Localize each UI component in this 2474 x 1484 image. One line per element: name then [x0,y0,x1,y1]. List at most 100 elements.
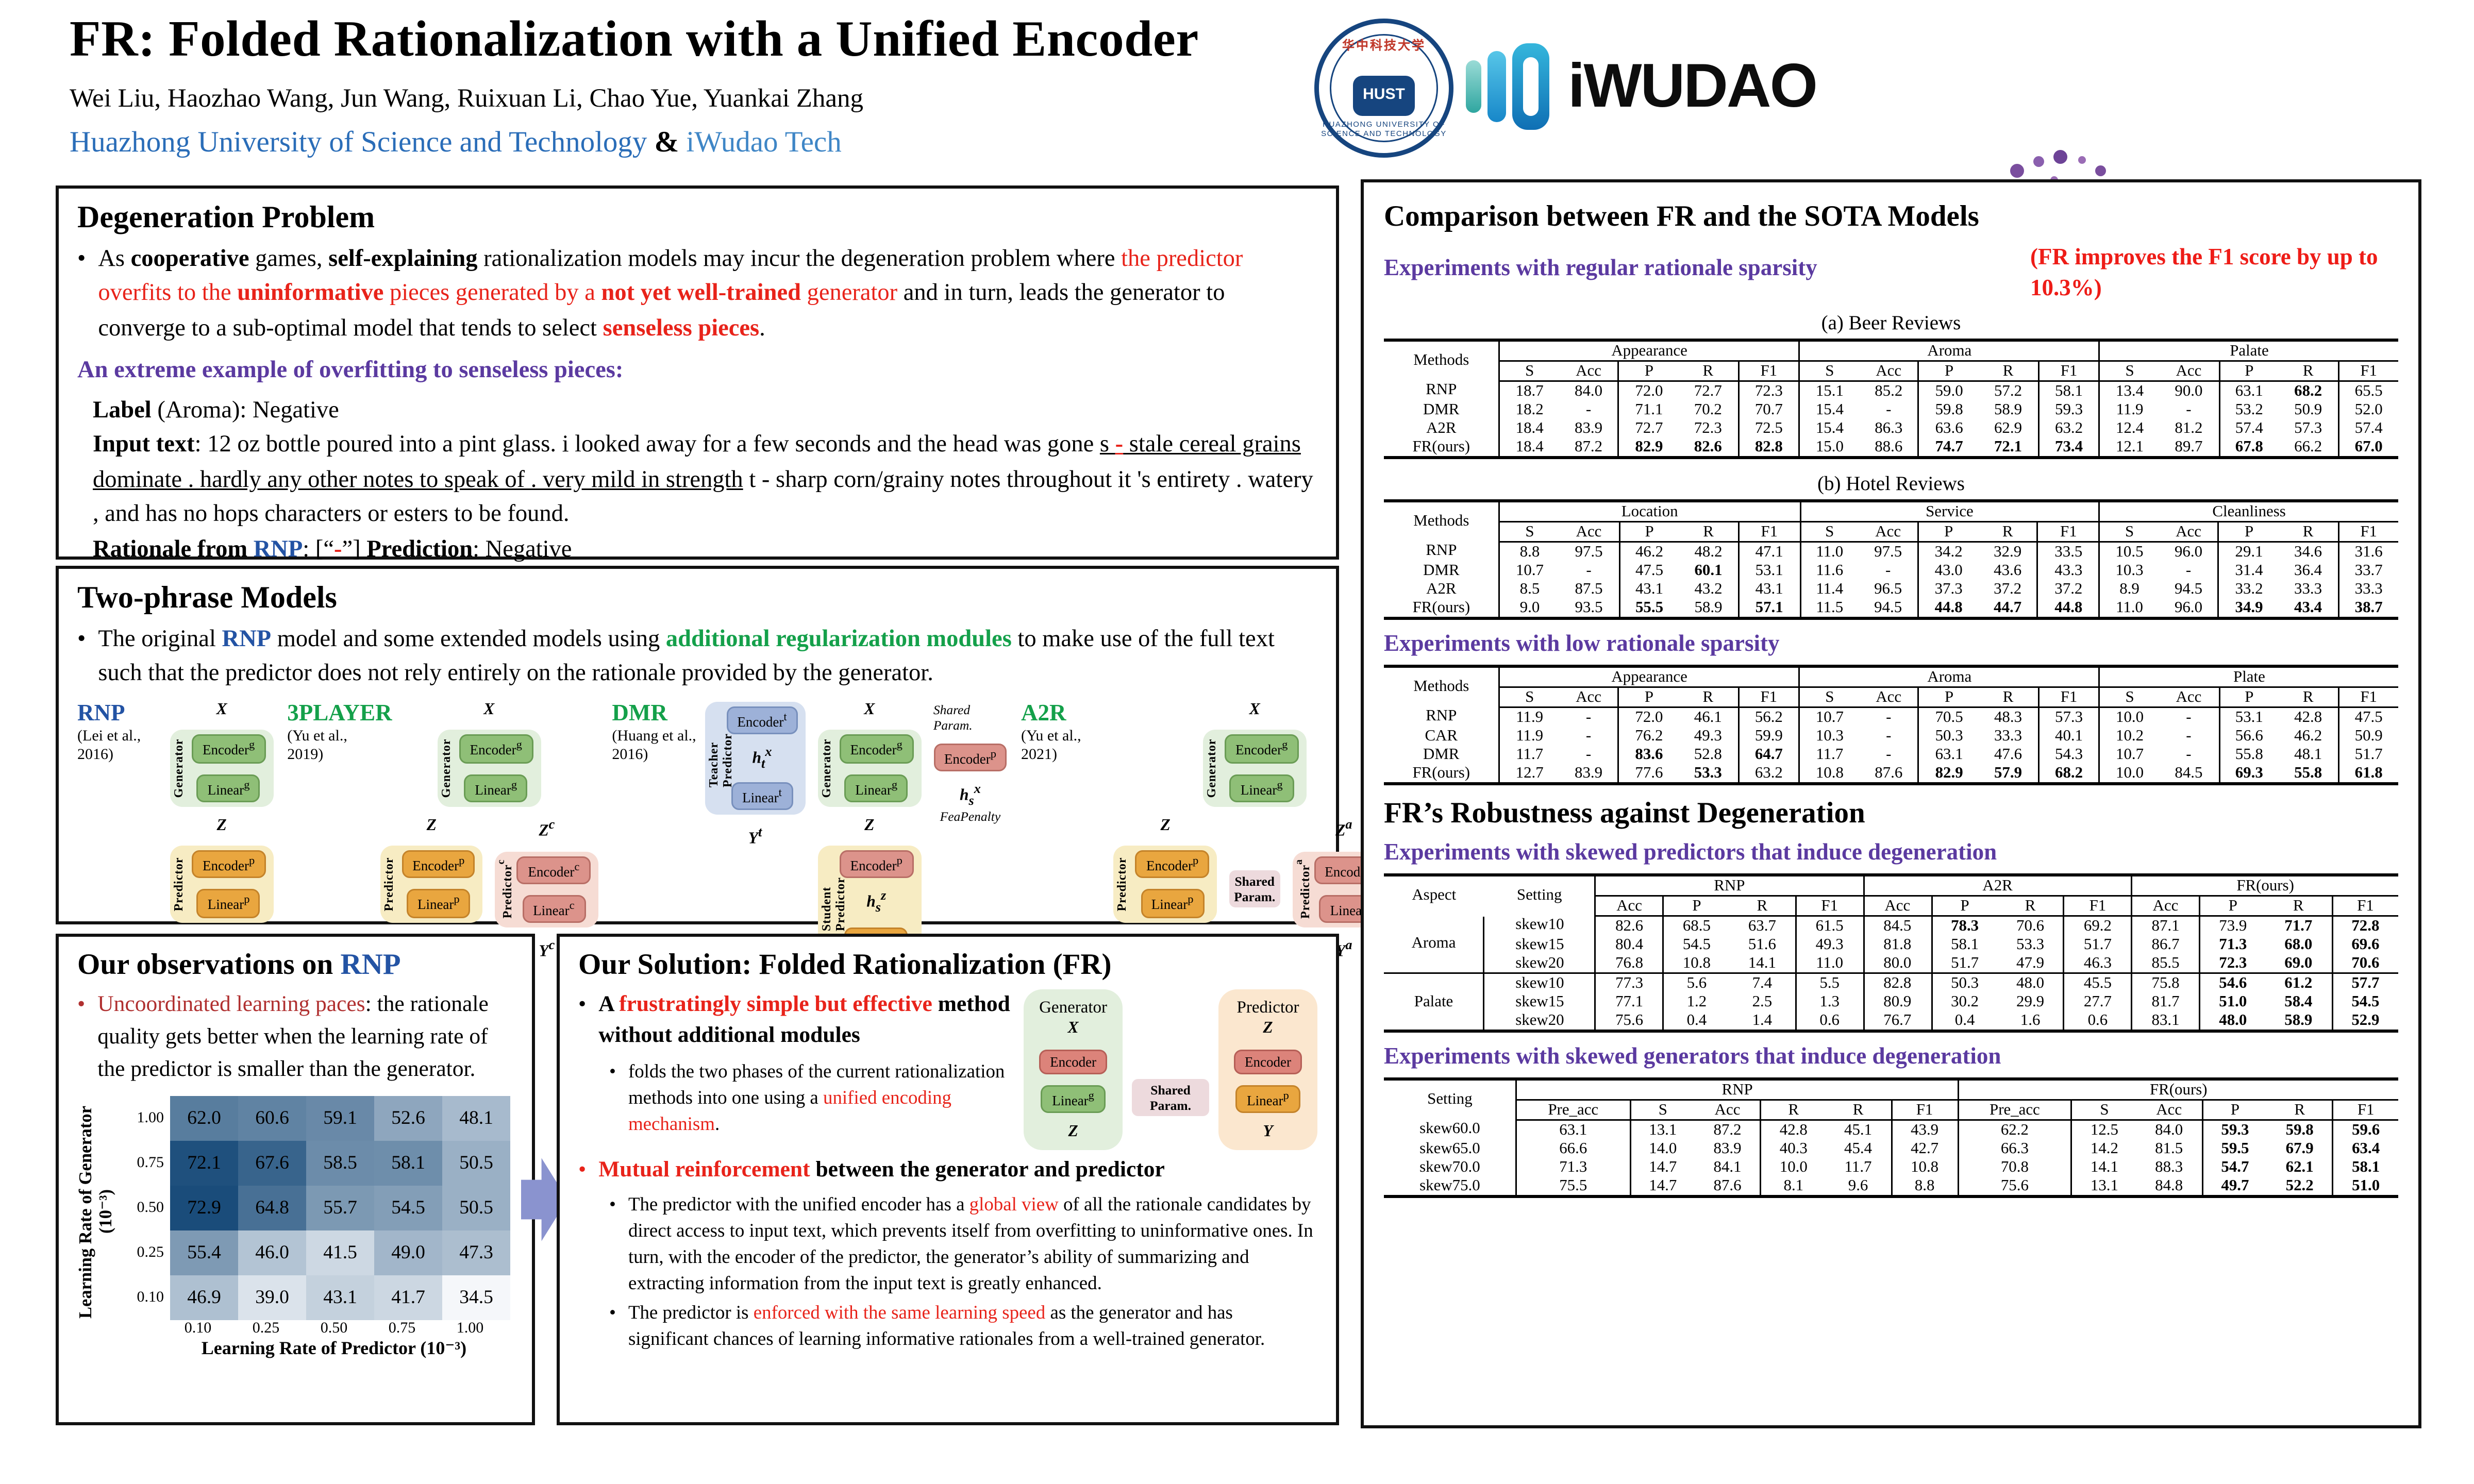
row-label: skew70.0 [1419,1158,1480,1176]
table-cell: 84.5 [2175,764,2203,782]
diagram-stack: Shared Param. Encoderp hsx FeaPenalty [933,702,1008,824]
table-cell: 67.0 [2337,437,2398,458]
table-cell: 84.0 [1575,382,1603,400]
table-cell: 14.7 [1629,1176,1695,1196]
table-cell: 53.1 [2218,707,2279,727]
hust-english-text: HUAZHONG UNIVERSITY OF SCIENCE AND TECHN… [1321,121,1447,139]
table-cell: 62.2 [1957,1120,2071,1139]
row-label: skew10 [1483,972,1596,992]
table-cell: 71.1 [1618,400,1679,419]
table-cell: 81.5 [2155,1140,2183,1157]
table-cell: 1.2 [1662,992,1730,1011]
table-cell: 97.5 [1874,543,1902,561]
table-cell: 72.7 [1694,382,1722,400]
heatmap-row: 0.25 55.4 46.0 41.5 49.0 47.3 [118,1230,510,1276]
table-cell: 15.4 [1798,419,1860,437]
column-header: F1 [2332,1100,2398,1121]
table-cell: 82.9 [1618,437,1679,458]
table-cell: 47.1 [1737,542,1800,561]
table-cell: - [1886,709,1892,726]
table-cell: 66.2 [2294,438,2322,456]
table-cell: 10.7 [2098,745,2160,764]
table-cell: 34.9 [2218,598,2279,618]
table-cell: 58.1 [1930,935,1998,954]
column-header: R [1729,896,1796,917]
row-label: DMR [1423,746,1460,763]
row-label: FR(ours) [1412,764,1470,782]
solution-bullet1: • A frustratingly simple but effective m… [578,989,1011,1151]
table-cell: 68.0 [2284,936,2313,953]
table-cell: 75.8 [2131,972,2200,992]
table-cell: 14.1 [1748,954,1776,972]
table-cell: 63.1 [2218,381,2279,400]
fr-column: Predictor Z Encoder Linearp Y [1218,989,1317,1151]
text-segment: and in turn, leads the generator to conv… [98,280,1225,342]
table-cell: 11.9 [1498,727,1559,745]
text-segment: Mutual reinforcement [598,1158,810,1184]
heatmap-ytick: 0.50 [137,1200,164,1217]
table-cell: 77.6 [1618,764,1679,784]
diagram-group-label: Student Predictor [819,877,847,932]
table-cell: 18.7 [1498,381,1559,400]
text-segment: The predictor is [628,1301,754,1323]
table-cell: 96.5 [1874,580,1902,598]
table-cell: - [2186,709,2192,726]
hust-inner-ring [1330,34,1438,142]
example-heading: An extreme example of overfitting to sen… [77,358,624,384]
text-segment: & [647,127,687,159]
table-cell: 11.0 [1799,542,1859,561]
column-group-header: Aroma [1798,666,2100,688]
table-cell: 10.0 [2098,707,2160,727]
table-cell: 11.7 [1844,1158,1872,1176]
diagram-node: Encoderp [839,850,913,879]
table-cell: 57.4 [2218,419,2279,437]
table-cell: 5.6 [1662,972,1730,992]
table-cell: 15.0 [1798,437,1860,458]
table-cell: 10.7 [1798,707,1860,727]
table-cell: 57.7 [2331,972,2398,992]
diagram-citation: (Lei et al., 2016) [77,728,141,764]
table-cell: 59.6 [2332,1120,2398,1139]
diagram-group-label: Predictor [172,857,186,912]
column-header: S [2098,687,2160,708]
column-header: P [1917,521,1978,543]
table-cell: 42.8 [1760,1120,1826,1139]
column-header: R [2279,687,2338,708]
table-cell: 81.7 [2131,992,2200,1011]
table-cell: 84.1 [1713,1158,1742,1176]
column-header: Acc [1559,687,1619,708]
table-cell: 44.7 [1994,599,2022,616]
table-cell: 18.4 [1498,437,1559,458]
table-cell: 63.1 [1918,745,1979,764]
text-segment: The predictor with the unified encoder h… [628,1193,969,1215]
column-header: S [2070,1100,2137,1121]
text-segment: Label [93,397,152,424]
diagram-variable: X [1249,701,1260,719]
heatmap-xtick: 0.25 [252,1320,280,1338]
two-phase-text: The original RNP model and some extended… [98,623,1317,693]
diagram-node: Encoderp [192,850,266,879]
table-cell: 87.5 [1575,580,1603,598]
table-cell: 63.4 [2332,1139,2398,1158]
row-group-label: Palate [1384,972,1484,1031]
table-cell: 76.7 [1863,1011,1932,1031]
column-group-header: RNP [1594,875,1864,897]
table-cell: 87.6 [1713,1177,1742,1194]
table-cell: 83.9 [1575,419,1603,437]
data-table: Methods Location Service Cleanliness S Acc P R F… [1384,499,2398,620]
table-cell: 31.4 [2218,561,2279,580]
diagram-variable: Z [426,817,437,835]
table-cell: 76.2 [1618,727,1679,745]
table-cell: 43.3 [2037,561,2099,580]
table-cell: 46.2 [1618,542,1679,561]
table-cell: 58.4 [2284,993,2313,1010]
table-cell: 11.0 [1795,954,1864,973]
column-header: P [2218,687,2279,708]
column-header: S [1498,521,1560,543]
table-cell: 11.4 [1799,580,1859,598]
table-cell: 53.3 [1694,764,1722,782]
column-header: R [2267,1100,2333,1121]
column-header: P [2218,521,2279,543]
diagram-variable: Z [864,817,875,835]
